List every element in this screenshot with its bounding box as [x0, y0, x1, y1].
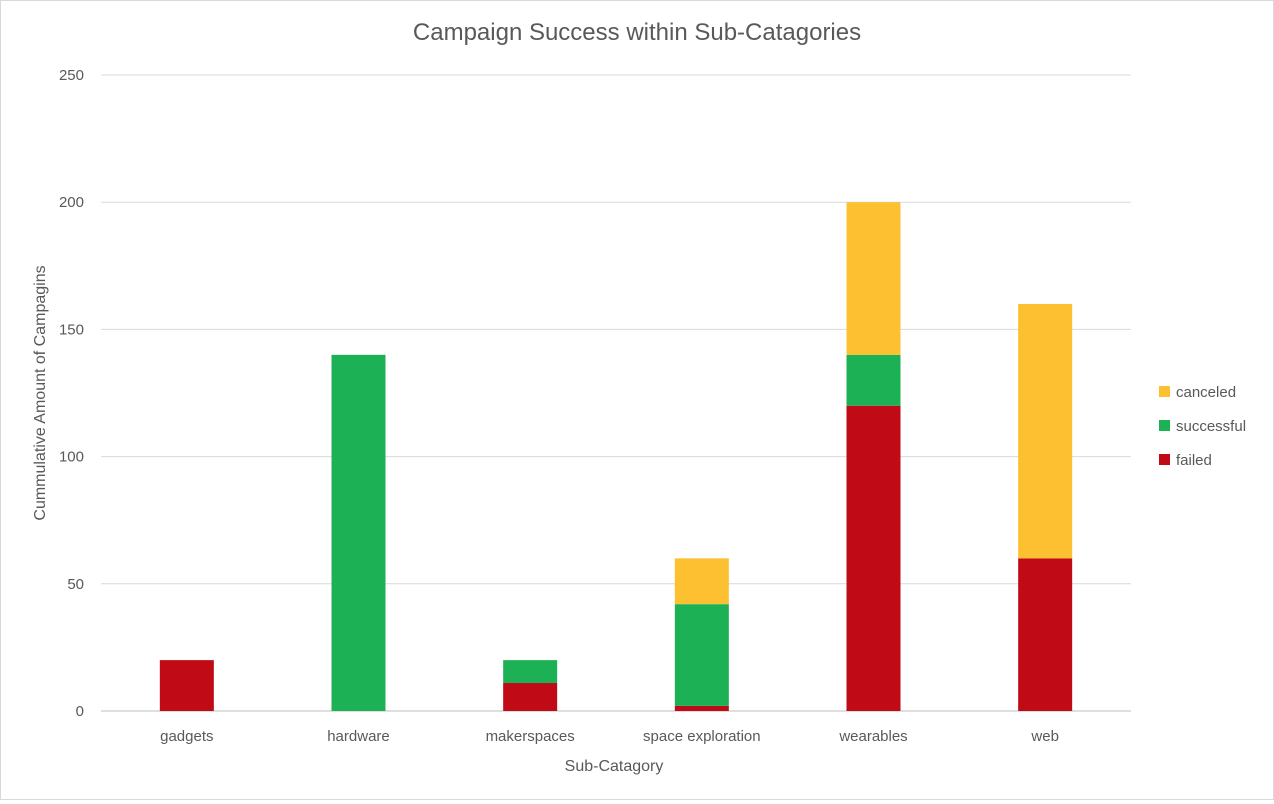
bar-segment-failed	[503, 683, 558, 711]
y-tick-label: 50	[67, 576, 84, 593]
y-tick-label: 100	[59, 449, 84, 466]
x-tick-label: wearables	[838, 728, 907, 745]
bar-segment-successful	[674, 604, 729, 706]
bar-segment-failed	[159, 660, 214, 711]
x-tick-label: space exploration	[643, 728, 761, 745]
y-tick-label: 0	[76, 703, 84, 720]
bar-segment-failed	[674, 705, 729, 711]
y-tick-label: 200	[59, 194, 84, 211]
x-tick-label: web	[1030, 728, 1059, 745]
y-tick-label: 150	[59, 321, 84, 338]
legend-swatch-failed	[1159, 454, 1170, 465]
y-tick-label: 250	[59, 67, 84, 84]
legend-swatch-successful	[1159, 420, 1170, 431]
y-axis-title: Cummulative Amount of Campagins	[32, 265, 49, 520]
x-tick-label: makerspaces	[486, 728, 575, 745]
bar-segment-successful	[503, 660, 558, 684]
chart-title: Campaign Success within Sub-Catagories	[413, 19, 861, 46]
bar-segment-successful	[331, 354, 386, 711]
legend-label-successful: successful	[1176, 418, 1246, 435]
x-tick-labels: gadgets hardware makerspaces space explorat…	[160, 728, 1059, 745]
bar-segment-failed	[1018, 558, 1073, 711]
x-tick-label: hardware	[327, 728, 390, 745]
bar-segment-canceled	[1018, 303, 1073, 559]
x-axis-title: Sub-Catagory	[565, 758, 664, 775]
bar-segment-canceled	[674, 558, 729, 605]
legend-swatch-canceled	[1159, 386, 1170, 397]
bars	[159, 202, 1073, 711]
y-tick-labels: 0 50 100 150 200 250	[59, 67, 84, 720]
bar-segment-canceled	[846, 202, 901, 355]
gridlines	[101, 74, 1131, 712]
bar-segment-successful	[846, 354, 901, 406]
legend: canceled successful failed	[1159, 384, 1246, 469]
legend-label-failed: failed	[1176, 452, 1212, 469]
bar-segment-failed	[846, 405, 901, 711]
legend-label-canceled: canceled	[1176, 384, 1236, 401]
x-tick-label: gadgets	[160, 728, 213, 745]
